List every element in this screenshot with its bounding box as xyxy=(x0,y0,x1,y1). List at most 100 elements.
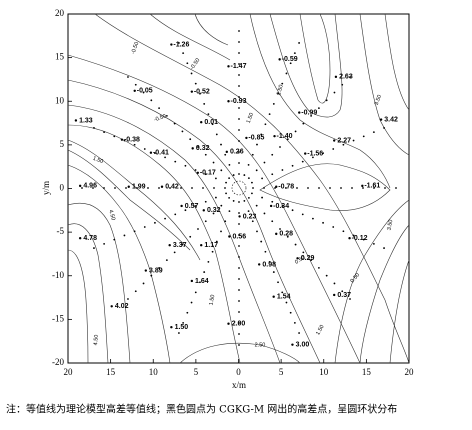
point-label: 1.54 xyxy=(277,294,291,301)
sample-dot xyxy=(310,114,313,117)
sample-dot xyxy=(238,107,240,109)
point xyxy=(149,151,153,154)
sample-dot xyxy=(264,123,267,126)
sample-dot xyxy=(238,96,240,98)
point-label: 3.37 xyxy=(173,242,187,249)
point xyxy=(190,279,194,283)
point xyxy=(238,215,241,218)
sample-dot xyxy=(186,311,189,314)
sample-dot xyxy=(263,187,265,189)
point xyxy=(269,204,273,208)
sample-dot xyxy=(312,217,314,220)
sample-dot xyxy=(238,41,240,43)
point-label: 0.98 xyxy=(262,261,276,268)
point-label: 2.27 xyxy=(337,137,351,144)
sample-dot xyxy=(232,200,235,202)
sample-dot xyxy=(133,143,136,146)
contour-label: 3.50 xyxy=(387,219,395,231)
sample-dot xyxy=(263,161,266,164)
point-label: -0.12 xyxy=(352,235,368,242)
sample-dot xyxy=(238,278,240,280)
point xyxy=(78,184,82,188)
x-tick-label: 10 xyxy=(319,367,329,377)
point-label: 1.50 xyxy=(175,324,189,331)
sample-dot xyxy=(384,187,386,189)
point-label: 0.23 xyxy=(243,213,257,220)
point-label: 0.29 xyxy=(301,255,315,262)
sample-dot xyxy=(243,174,246,176)
contours xyxy=(67,13,410,364)
sample-dot xyxy=(251,153,254,156)
sample-dot xyxy=(154,152,156,155)
point xyxy=(272,295,275,298)
point xyxy=(110,305,113,308)
sample-dot xyxy=(204,153,207,156)
center-ring xyxy=(231,180,247,196)
sample-dot xyxy=(342,230,345,233)
sample-dot xyxy=(123,139,126,142)
sample-dots xyxy=(81,30,397,346)
sample-dot xyxy=(247,196,250,199)
point-label: 3.89 xyxy=(149,267,163,274)
sample-dot xyxy=(113,135,116,138)
sample-dot xyxy=(204,220,207,223)
sample-dot xyxy=(207,261,210,263)
sample-dot xyxy=(271,173,274,176)
sample-dot xyxy=(103,242,106,245)
sample-dot xyxy=(351,187,353,189)
sample-dot xyxy=(178,332,180,334)
sample-dot xyxy=(281,291,284,294)
sample-dot xyxy=(184,164,187,167)
sample-dot xyxy=(165,259,168,262)
sample-dot xyxy=(333,91,336,94)
contour-label: 1.50 xyxy=(209,294,217,306)
sample-dot xyxy=(150,274,153,277)
point xyxy=(334,75,338,79)
point xyxy=(200,120,203,124)
sample-dot xyxy=(142,91,145,94)
sample-dot xyxy=(164,217,166,220)
point xyxy=(227,100,230,103)
sample-dot xyxy=(238,118,240,120)
sample-dot xyxy=(302,251,305,254)
sample-dot xyxy=(194,205,197,207)
contour-label: 3.50 xyxy=(374,94,383,106)
sample-dot xyxy=(271,153,274,156)
sample-dot xyxy=(310,259,313,262)
point xyxy=(361,184,364,188)
sample-dot xyxy=(261,177,263,180)
sample-dot xyxy=(169,187,171,189)
sample-dot xyxy=(180,187,182,189)
point xyxy=(304,152,307,155)
point xyxy=(160,185,164,188)
sample-dot xyxy=(186,62,189,65)
sample-dot xyxy=(238,52,240,54)
sample-dot xyxy=(202,187,204,189)
point-label: -1.61 xyxy=(364,183,380,190)
sample-dot xyxy=(224,153,227,156)
sample-dot xyxy=(182,52,185,55)
point xyxy=(200,244,203,247)
sample-dot xyxy=(341,290,344,293)
point xyxy=(333,139,336,142)
sample-dot xyxy=(238,234,240,236)
sample-dot xyxy=(127,298,129,300)
sample-dot xyxy=(285,301,288,304)
sample-dot xyxy=(190,72,193,75)
contour-label: -0.50 xyxy=(130,41,140,55)
sample-dot xyxy=(228,164,231,166)
point xyxy=(196,171,200,174)
sample-dot xyxy=(93,247,95,249)
point-label: 1.64 xyxy=(195,278,209,285)
sample-dot xyxy=(174,160,177,163)
point-label: -1.26 xyxy=(173,41,189,48)
point xyxy=(333,293,336,297)
point-label: -1.47 xyxy=(231,63,247,70)
sample-dot xyxy=(238,63,240,65)
sample-dot xyxy=(212,212,215,215)
sample-dot xyxy=(224,187,226,189)
sample-dot xyxy=(215,240,218,243)
point-label: 3.42 xyxy=(384,116,398,123)
sample-dot xyxy=(238,140,240,142)
point xyxy=(74,119,78,122)
